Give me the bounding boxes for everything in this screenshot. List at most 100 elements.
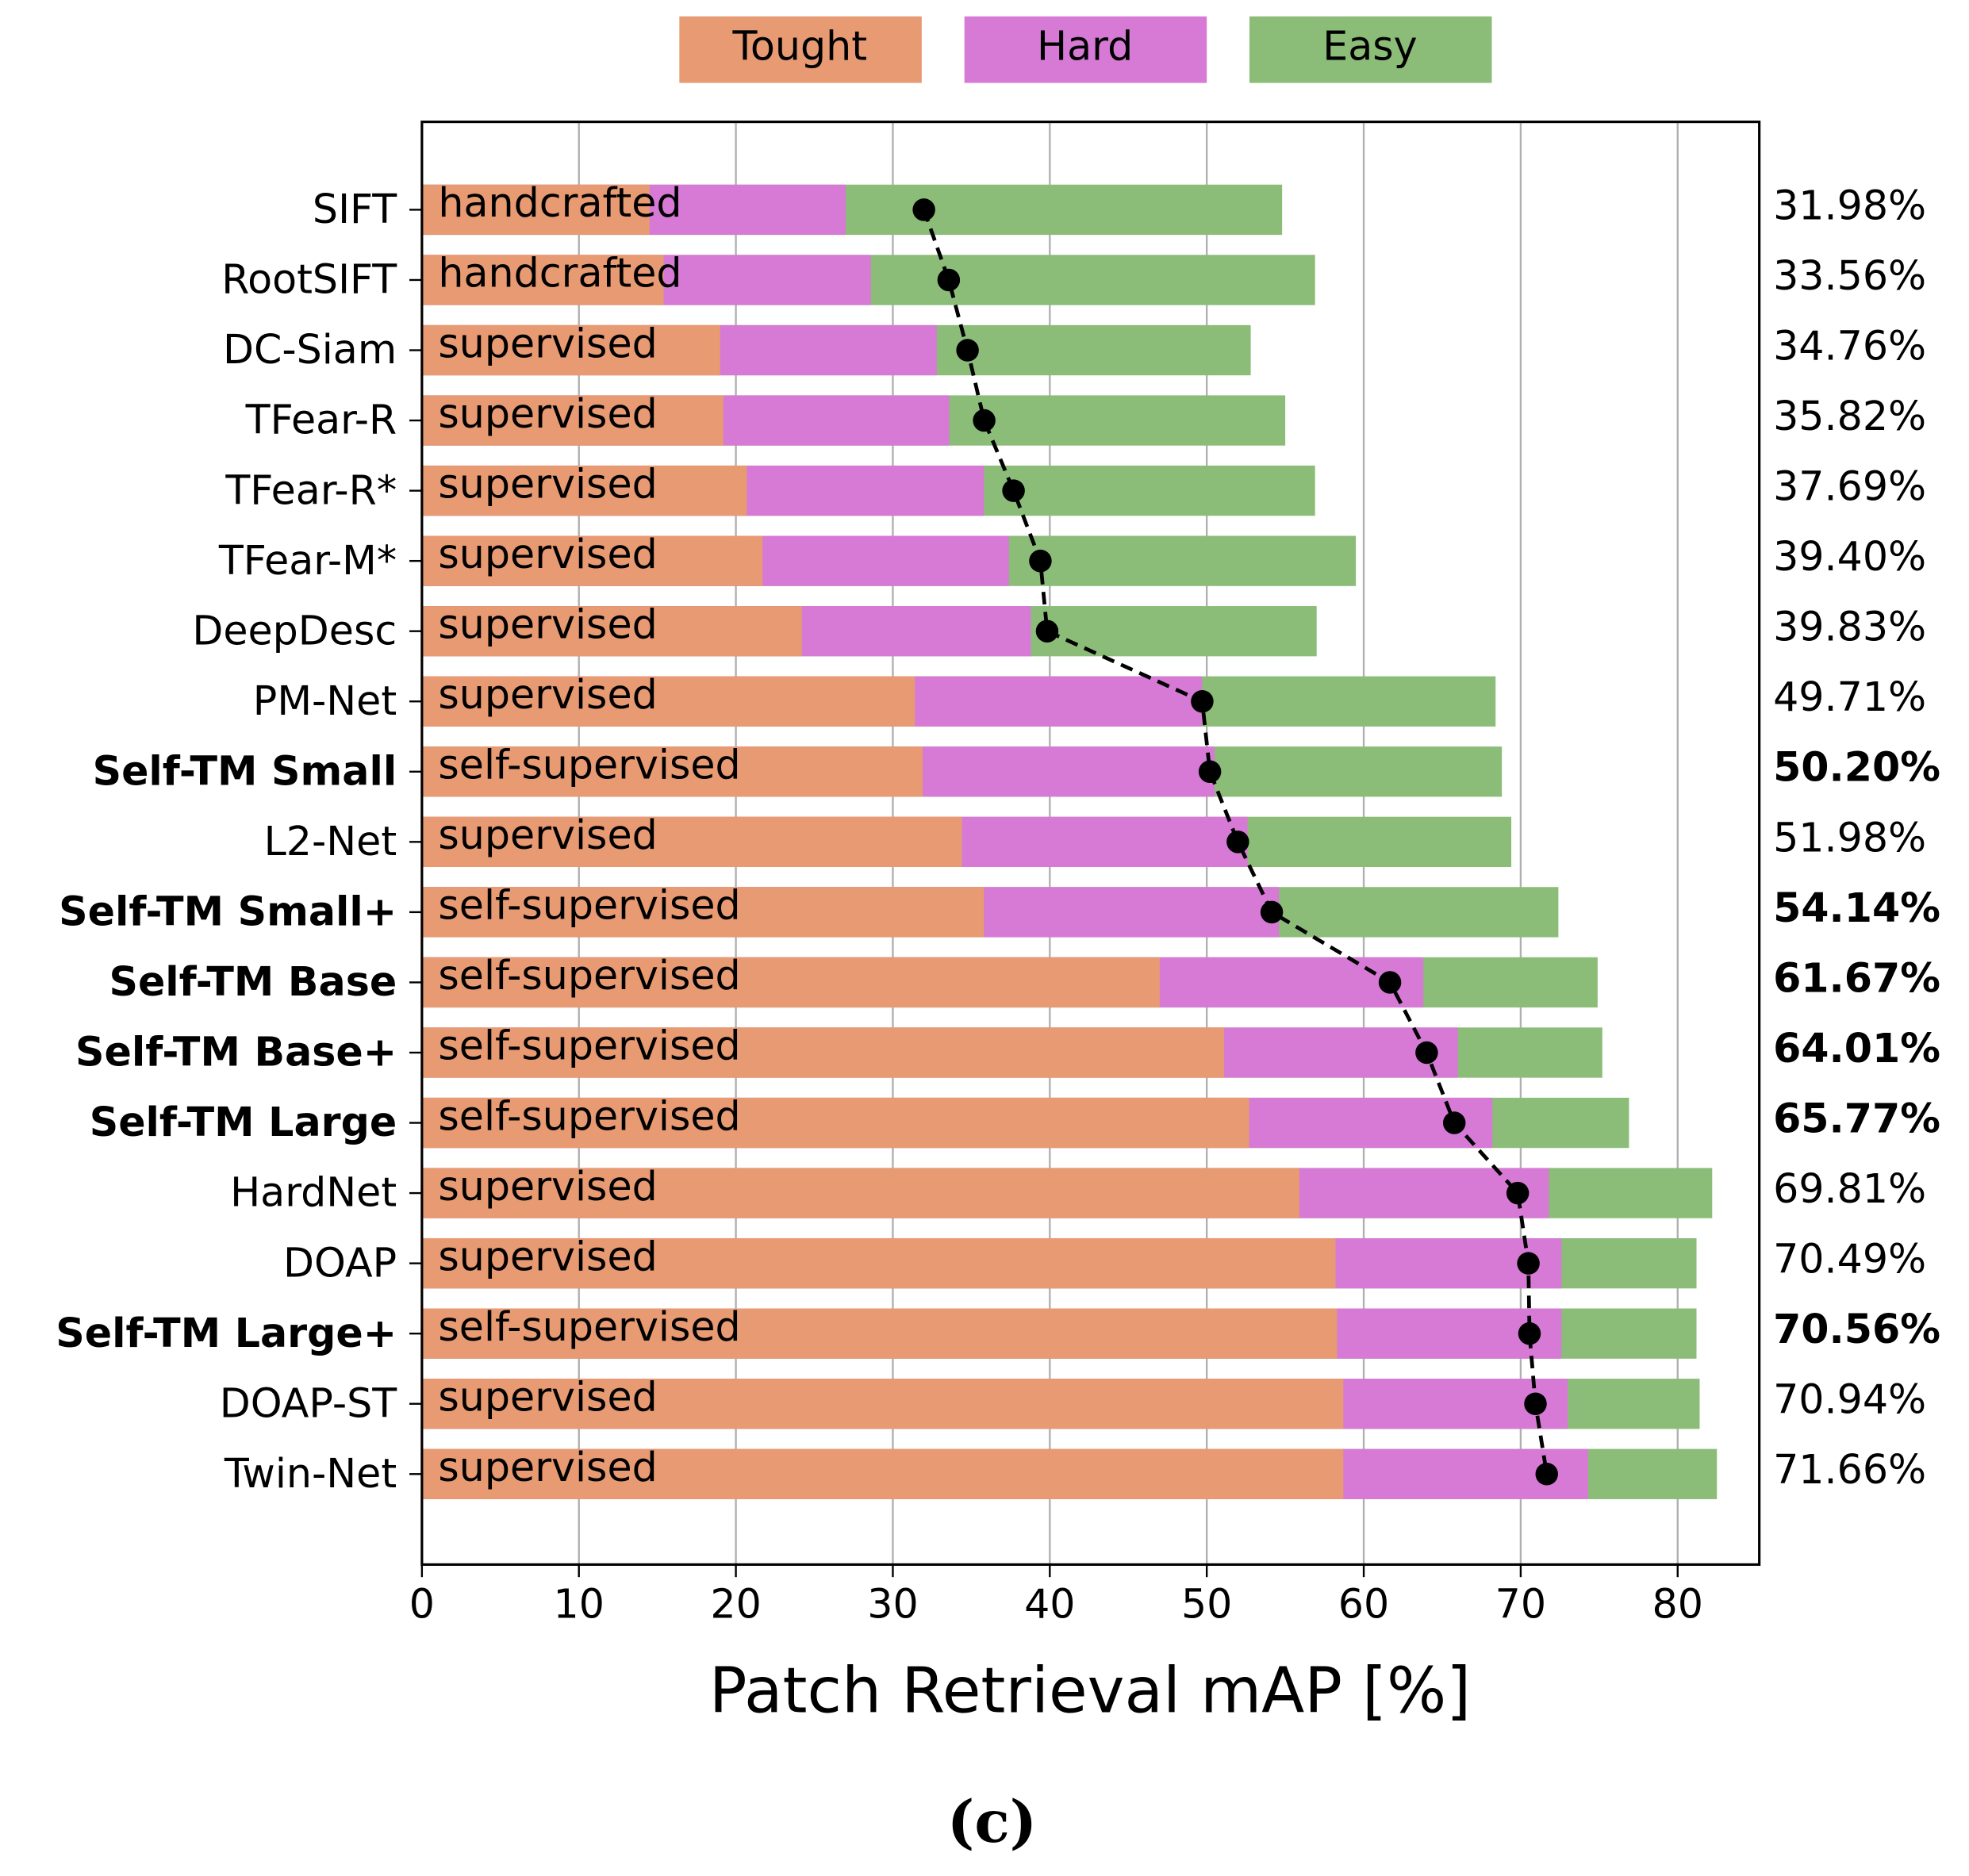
legend-label: Hard [1037, 22, 1133, 69]
method-type-label: self-supervised [438, 882, 740, 929]
y-tick-label: Self-TM Base+ [75, 1029, 397, 1076]
bar [421, 1448, 1344, 1499]
mean-label: 70.94% [1773, 1376, 1926, 1423]
bar [421, 606, 802, 657]
method-type-label: self-supervised [438, 1303, 740, 1350]
mean-label: 35.82% [1773, 393, 1926, 439]
x-tick-label: 80 [1652, 1581, 1703, 1628]
mean-label: 39.40% [1773, 533, 1926, 580]
bar [421, 1308, 1338, 1359]
y-tick-label: RootSIFT [221, 256, 397, 303]
bar [421, 184, 650, 236]
mean-marker [1226, 831, 1249, 854]
method-type-label: supervised [438, 460, 657, 507]
plot-frame [420, 121, 1761, 1566]
mean-label: 69.81% [1773, 1165, 1926, 1212]
mean-label: 70.56% [1773, 1306, 1940, 1352]
legend-swatch [1249, 16, 1492, 83]
mean-label: 51.98% [1773, 814, 1926, 861]
method-type-label: supervised [438, 1233, 657, 1279]
mean-label: 39.83% [1773, 604, 1926, 650]
method-type-label: supervised [438, 671, 657, 718]
x-tick-label: 0 [409, 1581, 435, 1628]
mean-marker [1442, 1111, 1466, 1134]
x-tick-label: 20 [710, 1581, 761, 1628]
y-tick-label: DeepDesc [192, 607, 397, 654]
method-type-label: self-supervised [438, 1092, 740, 1139]
y-tick-label: TFear-R [245, 397, 397, 443]
method-type-label: handcrafted [438, 250, 681, 297]
mean-marker [1035, 620, 1059, 643]
mean-label: 37.69% [1773, 463, 1926, 510]
method-type-label: handcrafted [438, 179, 681, 226]
method-type-label: supervised [438, 600, 657, 647]
x-tick-label: 40 [1024, 1581, 1075, 1628]
bar [421, 535, 763, 586]
legend-swatch [679, 16, 922, 83]
y-tick-label: Self-TM Small+ [59, 888, 397, 935]
y-tick-label: DOAP-ST [220, 1379, 397, 1426]
method-type-label: supervised [438, 531, 657, 577]
y-tick-label: Twin-Net [224, 1450, 397, 1497]
mean-marker [1517, 1252, 1540, 1275]
y-tick-label: TFear-M* [218, 537, 397, 584]
x-axis-label: Patch Retrieval mAP [%] [709, 1654, 1471, 1727]
mean-label: 61.67% [1773, 954, 1940, 1001]
mean-label: 64.01% [1773, 1025, 1940, 1072]
method-type-label: supervised [438, 811, 657, 858]
y-tick-label: Self-TM Small [93, 747, 397, 794]
mean-marker [1378, 971, 1402, 994]
bar [421, 1379, 1344, 1429]
mean-label: 31.98% [1773, 182, 1926, 228]
bar [421, 676, 915, 727]
y-tick-label: HardNet [230, 1169, 397, 1216]
mean-label: 70.49% [1773, 1236, 1926, 1283]
method-type-label: supervised [438, 320, 657, 366]
mean-marker [912, 198, 935, 221]
bar [421, 746, 923, 797]
x-tick-label: 50 [1181, 1581, 1232, 1628]
mean-marker [1415, 1041, 1438, 1065]
bar [421, 1237, 1336, 1289]
bar [421, 255, 664, 305]
mean-label: 71.66% [1773, 1446, 1926, 1493]
legend-label: Easy [1322, 22, 1417, 69]
method-type-label: self-supervised [438, 742, 740, 788]
y-tick-label: Self-TM Large [90, 1099, 397, 1145]
method-type-label: self-supervised [438, 1022, 740, 1069]
y-tick-label: L2-Net [264, 818, 397, 865]
bar [421, 1097, 1249, 1149]
y-tick-label: DC-Siam [223, 326, 397, 373]
mean-marker [1029, 549, 1052, 573]
y-tick-label: PM-Net [253, 677, 397, 724]
legend-label: Tought [732, 22, 868, 69]
bar [421, 957, 1160, 1008]
mean-label: 50.20% [1773, 744, 1940, 791]
legend-swatch [964, 16, 1207, 83]
mean-marker [1260, 900, 1284, 924]
bar [421, 816, 962, 868]
method-type-label: supervised [438, 1444, 657, 1490]
mean-marker [1535, 1463, 1558, 1486]
mean-marker [1506, 1181, 1530, 1205]
x-tick-label: 30 [867, 1581, 918, 1628]
x-tick-label: 70 [1495, 1581, 1546, 1628]
bar [421, 324, 720, 376]
mean-marker [1518, 1322, 1541, 1345]
method-type-label: supervised [438, 1163, 657, 1210]
bar [421, 465, 747, 516]
mean-marker [1191, 690, 1214, 713]
y-tick-label: Self-TM Large+ [56, 1310, 397, 1356]
caption: (c) [947, 1789, 1037, 1856]
mean-label: 34.76% [1773, 322, 1926, 369]
method-type-label: supervised [438, 1373, 657, 1420]
mean-marker [1524, 1392, 1547, 1415]
method-type-label: self-supervised [438, 952, 740, 999]
bar [421, 1168, 1299, 1218]
mean-label: 49.71% [1773, 673, 1926, 720]
mean-label: 33.56% [1773, 252, 1926, 299]
mean-label: 65.77% [1773, 1095, 1940, 1141]
bar [421, 1027, 1224, 1078]
bar [421, 887, 984, 938]
